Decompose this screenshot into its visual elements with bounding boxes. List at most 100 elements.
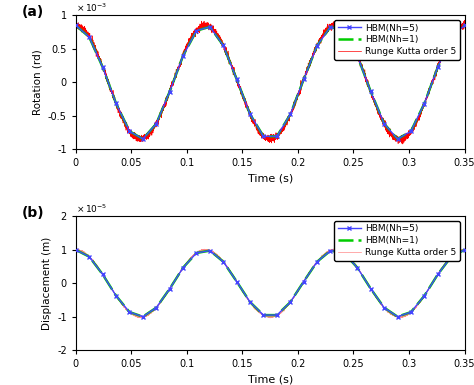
HBM(Nh=1) (180, 265, 186, 270)
HBM(Nh=5) (207, 248, 213, 253)
Runge Kutta order 5 (333, 246, 338, 251)
Line: Runge Kutta order 5: Runge Kutta order 5 (76, 20, 465, 144)
HBM(Nh=1) (301, 279, 307, 284)
HBM(Nh=5) (381, 121, 387, 126)
HBM(Nh=1) (193, 28, 199, 33)
HBM(Nh=5) (381, 305, 387, 310)
HBM(Nh=5) (421, 101, 427, 106)
HBM(Nh=5) (328, 25, 333, 29)
HBM(Nh=5) (368, 89, 374, 94)
HBM(Nh=1) (448, 35, 454, 40)
HBM(Nh=1) (408, 310, 414, 315)
Runge Kutta order 5 (144, 313, 149, 317)
HBM(Nh=1) (355, 265, 360, 270)
HBM(Nh=1) (100, 65, 106, 69)
HBM(Nh=1) (247, 300, 253, 305)
HBM(Nh=1) (355, 53, 360, 58)
HBM(Nh=5) (234, 77, 239, 82)
HBM(Nh=1) (220, 43, 226, 48)
Runge Kutta order 5 (144, 134, 149, 138)
HBM(Nh=1) (180, 54, 186, 58)
Runge Kutta order 5 (363, 279, 369, 283)
HBM(Nh=1) (140, 314, 146, 319)
HBM(Nh=1) (408, 129, 414, 134)
HBM(Nh=1) (381, 121, 387, 126)
HBM(Nh=1) (154, 305, 159, 310)
HBM(Nh=5) (341, 28, 347, 33)
Runge Kutta order 5 (462, 247, 467, 252)
HBM(Nh=5) (435, 65, 440, 70)
HBM(Nh=1) (448, 254, 454, 259)
X-axis label: Time (s): Time (s) (247, 174, 293, 184)
Line: HBM(Nh=5): HBM(Nh=5) (73, 23, 467, 141)
Text: (b): (b) (21, 206, 44, 220)
HBM(Nh=1) (287, 112, 293, 117)
Runge Kutta order 5 (326, 25, 331, 30)
Runge Kutta order 5 (306, 62, 312, 67)
HBM(Nh=1) (154, 121, 159, 126)
HBM(Nh=5) (140, 314, 146, 319)
HBM(Nh=5) (193, 251, 199, 255)
HBM(Nh=1) (73, 248, 79, 252)
HBM(Nh=5) (395, 137, 401, 141)
HBM(Nh=1) (328, 25, 333, 29)
HBM(Nh=5) (207, 25, 213, 29)
Runge Kutta order 5 (393, 313, 399, 318)
HBM(Nh=5) (261, 134, 266, 139)
Runge Kutta order 5 (400, 142, 405, 146)
HBM(Nh=5) (100, 272, 106, 277)
Line: HBM(Nh=5): HBM(Nh=5) (73, 248, 467, 319)
HBM(Nh=5) (355, 265, 360, 270)
HBM(Nh=5) (274, 313, 280, 317)
HBM(Nh=5) (154, 121, 159, 126)
HBM(Nh=1) (368, 89, 374, 94)
HBM(Nh=5) (234, 279, 239, 284)
HBM(Nh=5) (368, 286, 374, 291)
Legend: HBM(Nh=5), HBM(Nh=1), Runge Kutta order 5: HBM(Nh=5), HBM(Nh=1), Runge Kutta order … (335, 221, 460, 261)
HBM(Nh=1) (73, 23, 79, 28)
HBM(Nh=5) (113, 101, 119, 106)
HBM(Nh=5) (247, 112, 253, 117)
HBM(Nh=1) (220, 259, 226, 264)
Runge Kutta order 5 (462, 18, 467, 23)
HBM(Nh=1) (234, 279, 239, 284)
Runge Kutta order 5 (73, 248, 79, 252)
HBM(Nh=5) (448, 35, 454, 40)
HBM(Nh=1) (113, 293, 119, 298)
Line: HBM(Nh=1): HBM(Nh=1) (76, 250, 465, 316)
Runge Kutta order 5 (221, 261, 227, 266)
HBM(Nh=1) (167, 286, 173, 291)
HBM(Nh=1) (261, 134, 266, 139)
HBM(Nh=1) (287, 300, 293, 305)
HBM(Nh=5) (314, 259, 320, 264)
Runge Kutta order 5 (363, 74, 369, 79)
HBM(Nh=1) (234, 77, 239, 82)
HBM(Nh=1) (127, 129, 132, 134)
HBM(Nh=5) (395, 314, 401, 319)
HBM(Nh=5) (287, 112, 293, 117)
HBM(Nh=1) (328, 248, 333, 253)
Runge Kutta order 5 (267, 316, 273, 320)
HBM(Nh=5) (193, 28, 199, 33)
HBM(Nh=5) (314, 43, 320, 48)
HBM(Nh=5) (247, 300, 253, 305)
HBM(Nh=5) (220, 43, 226, 48)
HBM(Nh=1) (100, 272, 106, 277)
HBM(Nh=5) (435, 272, 440, 277)
HBM(Nh=5) (448, 254, 454, 259)
HBM(Nh=1) (341, 251, 347, 255)
HBM(Nh=1) (261, 313, 266, 317)
HBM(Nh=1) (435, 272, 440, 277)
HBM(Nh=1) (274, 313, 280, 317)
HBM(Nh=1) (341, 28, 347, 33)
X-axis label: Time (s): Time (s) (247, 375, 293, 385)
HBM(Nh=5) (73, 23, 79, 28)
HBM(Nh=5) (301, 77, 307, 82)
HBM(Nh=5) (274, 134, 280, 139)
HBM(Nh=5) (180, 265, 186, 270)
HBM(Nh=1) (314, 43, 320, 48)
Text: $\times\,10^{-5}$: $\times\,10^{-5}$ (76, 203, 107, 215)
HBM(Nh=1) (421, 293, 427, 298)
HBM(Nh=5) (328, 248, 333, 253)
Runge Kutta order 5 (392, 134, 398, 139)
